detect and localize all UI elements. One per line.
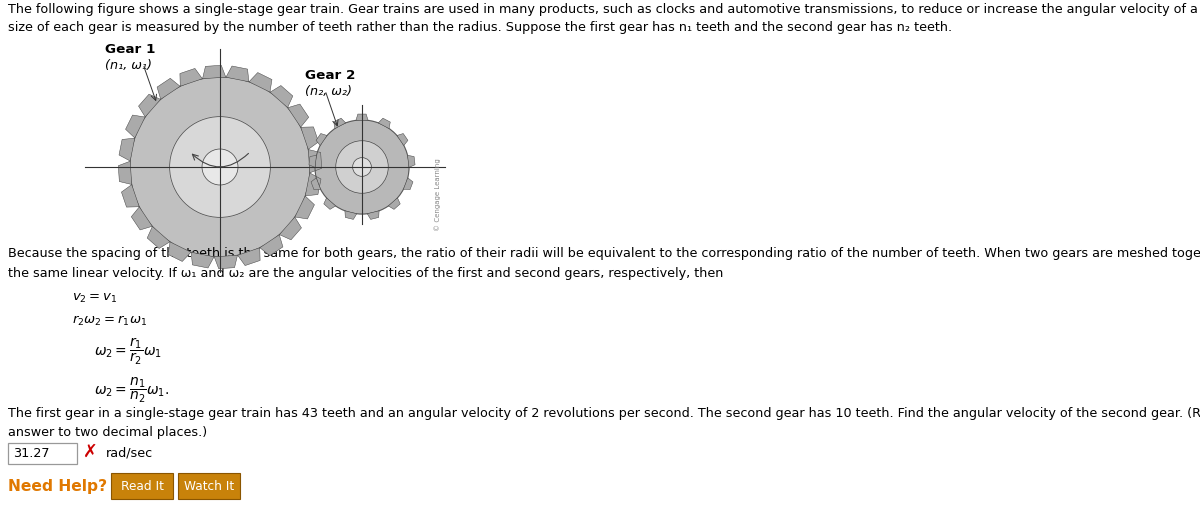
Circle shape (202, 149, 238, 185)
Text: © Cengage Learning: © Cengage Learning (434, 159, 442, 231)
Text: $r_2\omega_2 = r_1\omega_1$: $r_2\omega_2 = r_1\omega_1$ (72, 314, 148, 328)
Polygon shape (334, 118, 346, 129)
Text: (n₂, ω₂): (n₂, ω₂) (305, 85, 352, 98)
Text: The following figure shows a single-stage gear train. Gear trains are used in ma: The following figure shows a single-stag… (8, 3, 1200, 16)
Text: $\omega_2 = \dfrac{n_1}{n_2}\omega_1.$: $\omega_2 = \dfrac{n_1}{n_2}\omega_1.$ (94, 376, 169, 405)
Circle shape (353, 158, 372, 176)
Circle shape (336, 141, 389, 193)
Polygon shape (238, 248, 260, 266)
Polygon shape (311, 178, 320, 190)
Polygon shape (308, 149, 322, 173)
Polygon shape (148, 226, 170, 248)
Text: 31.27: 31.27 (13, 447, 49, 460)
Text: Read It: Read It (120, 480, 163, 492)
Polygon shape (191, 252, 214, 268)
Polygon shape (295, 196, 314, 219)
Polygon shape (397, 133, 408, 145)
Polygon shape (305, 173, 320, 196)
FancyBboxPatch shape (7, 442, 77, 464)
Text: Watch It: Watch It (184, 480, 234, 492)
Polygon shape (121, 185, 139, 207)
Text: Need Help?: Need Help? (8, 479, 107, 493)
Text: (n₁, ω₁): (n₁, ω₁) (106, 59, 152, 72)
Polygon shape (324, 198, 336, 210)
Circle shape (169, 117, 270, 217)
Text: $v_2 = v_1$: $v_2 = v_1$ (72, 292, 118, 305)
Polygon shape (288, 104, 308, 127)
Text: ✗: ✗ (83, 443, 97, 461)
Polygon shape (356, 114, 368, 120)
Polygon shape (378, 118, 390, 129)
Polygon shape (389, 198, 401, 210)
Polygon shape (408, 156, 415, 168)
Polygon shape (403, 178, 413, 190)
Text: The first gear in a single-stage gear train has 43 teeth and an angular velocity: The first gear in a single-stage gear tr… (8, 407, 1200, 420)
Polygon shape (157, 78, 180, 99)
Polygon shape (168, 242, 191, 262)
Polygon shape (203, 65, 226, 79)
Polygon shape (344, 211, 356, 219)
FancyBboxPatch shape (112, 473, 173, 499)
Polygon shape (226, 66, 248, 82)
Polygon shape (367, 211, 379, 219)
Polygon shape (119, 161, 132, 184)
FancyBboxPatch shape (178, 473, 240, 499)
Polygon shape (308, 156, 317, 168)
Polygon shape (138, 94, 161, 117)
Polygon shape (270, 85, 293, 108)
Polygon shape (126, 115, 145, 138)
Text: the same linear velocity. If ω₁ and ω₂ are the angular velocities of the first a: the same linear velocity. If ω₁ and ω₂ a… (8, 267, 724, 279)
Polygon shape (119, 138, 134, 161)
Text: Because the spacing of the teeth is the same for both gears, the ratio of their : Because the spacing of the teeth is the … (8, 247, 1200, 260)
Text: rad/sec: rad/sec (106, 447, 154, 460)
Polygon shape (316, 133, 328, 145)
Text: answer to two decimal places.): answer to two decimal places.) (8, 426, 208, 439)
Circle shape (130, 77, 310, 257)
Text: size of each gear is measured by the number of teeth rather than the radius. Sup: size of each gear is measured by the num… (8, 21, 952, 34)
Polygon shape (131, 207, 152, 230)
Text: Gear 2: Gear 2 (305, 69, 355, 82)
Polygon shape (301, 127, 318, 149)
Polygon shape (280, 217, 301, 240)
Polygon shape (180, 69, 203, 86)
Text: $\omega_2 = \dfrac{r_1}{r_2}\omega_1$: $\omega_2 = \dfrac{r_1}{r_2}\omega_1$ (94, 335, 162, 367)
Polygon shape (214, 256, 238, 269)
Polygon shape (260, 235, 283, 256)
Circle shape (314, 120, 409, 214)
Text: Gear 1: Gear 1 (106, 43, 155, 56)
Polygon shape (250, 73, 272, 92)
